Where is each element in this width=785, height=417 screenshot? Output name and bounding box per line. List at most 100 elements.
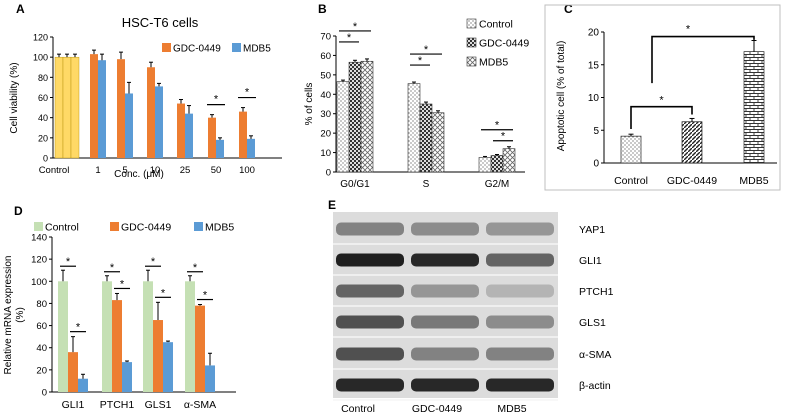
- legend-label: MDB5: [479, 57, 508, 69]
- blot-band: [336, 284, 404, 298]
- bar-mdb5: [205, 365, 215, 392]
- chart-d-yaxis-ticks: 0 20 40 60 80 100 120 140: [31, 233, 52, 399]
- bar-mdb5: [78, 378, 88, 392]
- blot-bands: [333, 222, 558, 401]
- ytick-label: 40: [36, 343, 47, 354]
- ytick-label: 0: [326, 168, 331, 179]
- bar-control: [407, 83, 421, 173]
- chart-c-yaxis-ticks: 0 5 10 15 20: [588, 28, 604, 170]
- category-label: S: [423, 179, 430, 190]
- legend-label: MDB5: [243, 44, 271, 55]
- bar-gdc-0449: [117, 59, 125, 158]
- chart-c-ylabel: Apoptotic cell (% of total): [556, 41, 567, 152]
- significance-star: *: [347, 32, 352, 44]
- category-label: Control: [39, 165, 70, 176]
- chart-a-xlabel: Conc. (μM): [114, 169, 164, 180]
- ytick-label: 20: [38, 133, 48, 143]
- ytick-label: 120: [33, 33, 48, 43]
- chart-a-bars: **: [54, 49, 256, 159]
- bar-mdb5: [502, 148, 516, 173]
- blot-row-label: α-SMA: [579, 349, 611, 361]
- bar-mdb5: [155, 86, 163, 158]
- chart-c-bars: **: [620, 24, 765, 164]
- blot-band: [486, 347, 554, 361]
- chart-a-ylabel: Cell viability (%): [9, 62, 20, 133]
- significance-star: *: [203, 290, 208, 302]
- category-label: α-SMA: [184, 399, 216, 411]
- chart-b-legend: Control GDC-0449 MDB5: [466, 18, 529, 69]
- bar-control: [336, 81, 350, 173]
- panel-label-a: A: [16, 2, 25, 16]
- significance-bracket: [630, 105, 693, 129]
- category-label: 10: [150, 165, 161, 176]
- bar-gdc-0449: [147, 67, 155, 158]
- legend-label: MDB5: [205, 222, 234, 234]
- significance-star: *: [151, 256, 156, 268]
- bar-gdc-0449: [195, 305, 205, 392]
- ytick-label: 80: [38, 73, 48, 83]
- ytick-label: 100: [33, 53, 48, 63]
- category-label: GLI1: [62, 399, 85, 411]
- chart-b-category-labels: G0/G1 S G2/M: [340, 179, 509, 190]
- chart-a-legend: GDC-0449 MDB5: [162, 43, 271, 55]
- chart-a-yaxis-ticks: 0 20 40 60 80 100 120: [33, 33, 53, 164]
- category-label: G0/G1: [340, 179, 370, 190]
- blot-band: [411, 315, 479, 329]
- bar-mdb5: [98, 60, 106, 158]
- blot-band: [336, 315, 404, 329]
- bar-gdc-0449: [348, 61, 362, 173]
- ytick-label: 40: [320, 90, 331, 101]
- blot-row-labels: YAP1 GLI1 PTCH1 GLS1 α-SMA β-actin: [579, 224, 614, 392]
- bar-control: [102, 281, 112, 392]
- chart-b-yaxis-ticks: 0 10 20 30 40 50 60 70: [320, 32, 336, 179]
- blot-band: [336, 347, 404, 361]
- legend-label: Control: [479, 19, 513, 31]
- legend-swatch: [466, 56, 477, 67]
- panel-label-c: C: [564, 2, 573, 16]
- bar-control: [70, 56, 80, 159]
- legend-label: GDC-0449: [173, 44, 221, 55]
- ytick-label: 70: [320, 32, 331, 43]
- legend-swatch: [466, 18, 477, 29]
- category-label: MDB5: [739, 175, 768, 187]
- category-label: 50: [211, 165, 222, 176]
- ytick-label: 40: [38, 113, 48, 123]
- blot-row-label: β-actin: [579, 380, 611, 392]
- blot-column-label: Control: [341, 403, 375, 415]
- chart-d-ylabel-line1: Relative mRNA expression: [3, 256, 14, 375]
- bar-mdb5: [360, 60, 374, 173]
- blot-band: [336, 253, 404, 267]
- bar-control: [54, 56, 64, 159]
- significance-star: *: [353, 21, 358, 33]
- legend-swatch: [34, 222, 43, 231]
- ytick-label: 140: [31, 233, 47, 244]
- legend-swatch: [466, 37, 477, 48]
- blot-band: [411, 222, 479, 236]
- significance-star: *: [245, 87, 250, 99]
- ytick-label: 60: [320, 51, 331, 62]
- significance-star: *: [193, 262, 198, 274]
- chart-d-legend: Control GDC-0449 MDB5: [34, 222, 234, 234]
- panel-label-d: D: [14, 204, 23, 218]
- blot-band: [336, 222, 404, 236]
- blot-band: [411, 284, 479, 298]
- ytick-label: 0: [42, 388, 47, 399]
- blot-row-label: YAP1: [579, 224, 605, 236]
- blot-membrane: [333, 212, 558, 398]
- significance-star: *: [686, 24, 691, 36]
- blot-band: [486, 284, 554, 298]
- chart-a-category-labels: Control 1 5 10 25 50 100: [39, 165, 255, 176]
- bar-mdb5: [743, 51, 765, 164]
- bar-gdc-0449: [208, 117, 216, 158]
- chart-b-ylabel: % of cells: [304, 83, 315, 126]
- bar-gdc-0449: [239, 111, 247, 158]
- chart-a-title: HSC-T6 cells: [122, 15, 199, 30]
- blot-column-label: GDC-0449: [412, 403, 462, 415]
- bar-control: [143, 281, 153, 392]
- bar-gdc-0449: [681, 121, 703, 164]
- legend-label: GDC-0449: [479, 38, 529, 50]
- ytick-label: 20: [588, 28, 600, 39]
